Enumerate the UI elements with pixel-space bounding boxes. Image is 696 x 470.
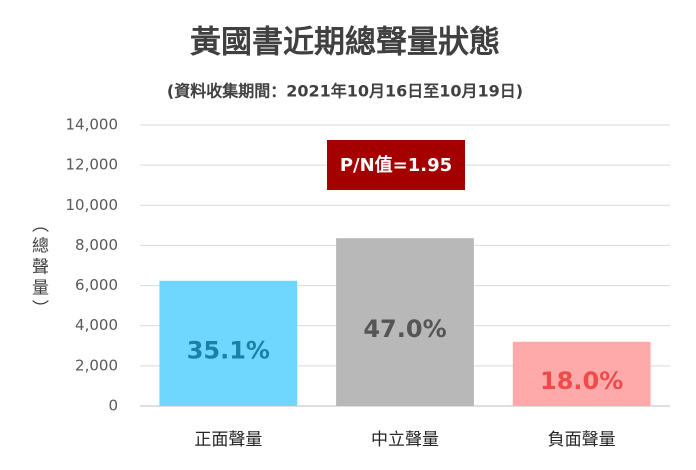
percent-label: 35.1% xyxy=(187,336,270,364)
y-tick-label: 4,000 xyxy=(75,316,118,334)
percent-label: 18.0% xyxy=(540,367,623,395)
y-tick-label: 14,000 xyxy=(66,116,119,134)
percent-label: 47.0% xyxy=(363,315,446,343)
x-tick-label: 正面聲量 xyxy=(194,430,262,450)
bar xyxy=(159,280,298,406)
x-tick-label: 中立聲量 xyxy=(371,430,439,450)
annotation-box xyxy=(327,140,465,190)
chart-subtitle: (資料收集期間：2021年10月16日至10月19日) xyxy=(167,82,523,101)
y-tick-label: 0 xyxy=(108,397,118,415)
y-tick-label: 6,000 xyxy=(75,276,118,294)
chart-title: 黃國書近期總聲量狀態 xyxy=(190,25,500,61)
annotation: P/N值=1.95 xyxy=(340,154,452,176)
y-axis-label: （總聲量） xyxy=(28,216,49,321)
y-tick-label: 10,000 xyxy=(66,196,119,214)
y-tick-label: 12,000 xyxy=(66,156,119,174)
bar xyxy=(512,341,651,406)
x-tick-label: 負面聲量 xyxy=(548,430,616,450)
y-tick-label: 8,000 xyxy=(75,236,118,254)
y-tick-label: 2,000 xyxy=(75,356,118,374)
bar xyxy=(336,238,474,406)
